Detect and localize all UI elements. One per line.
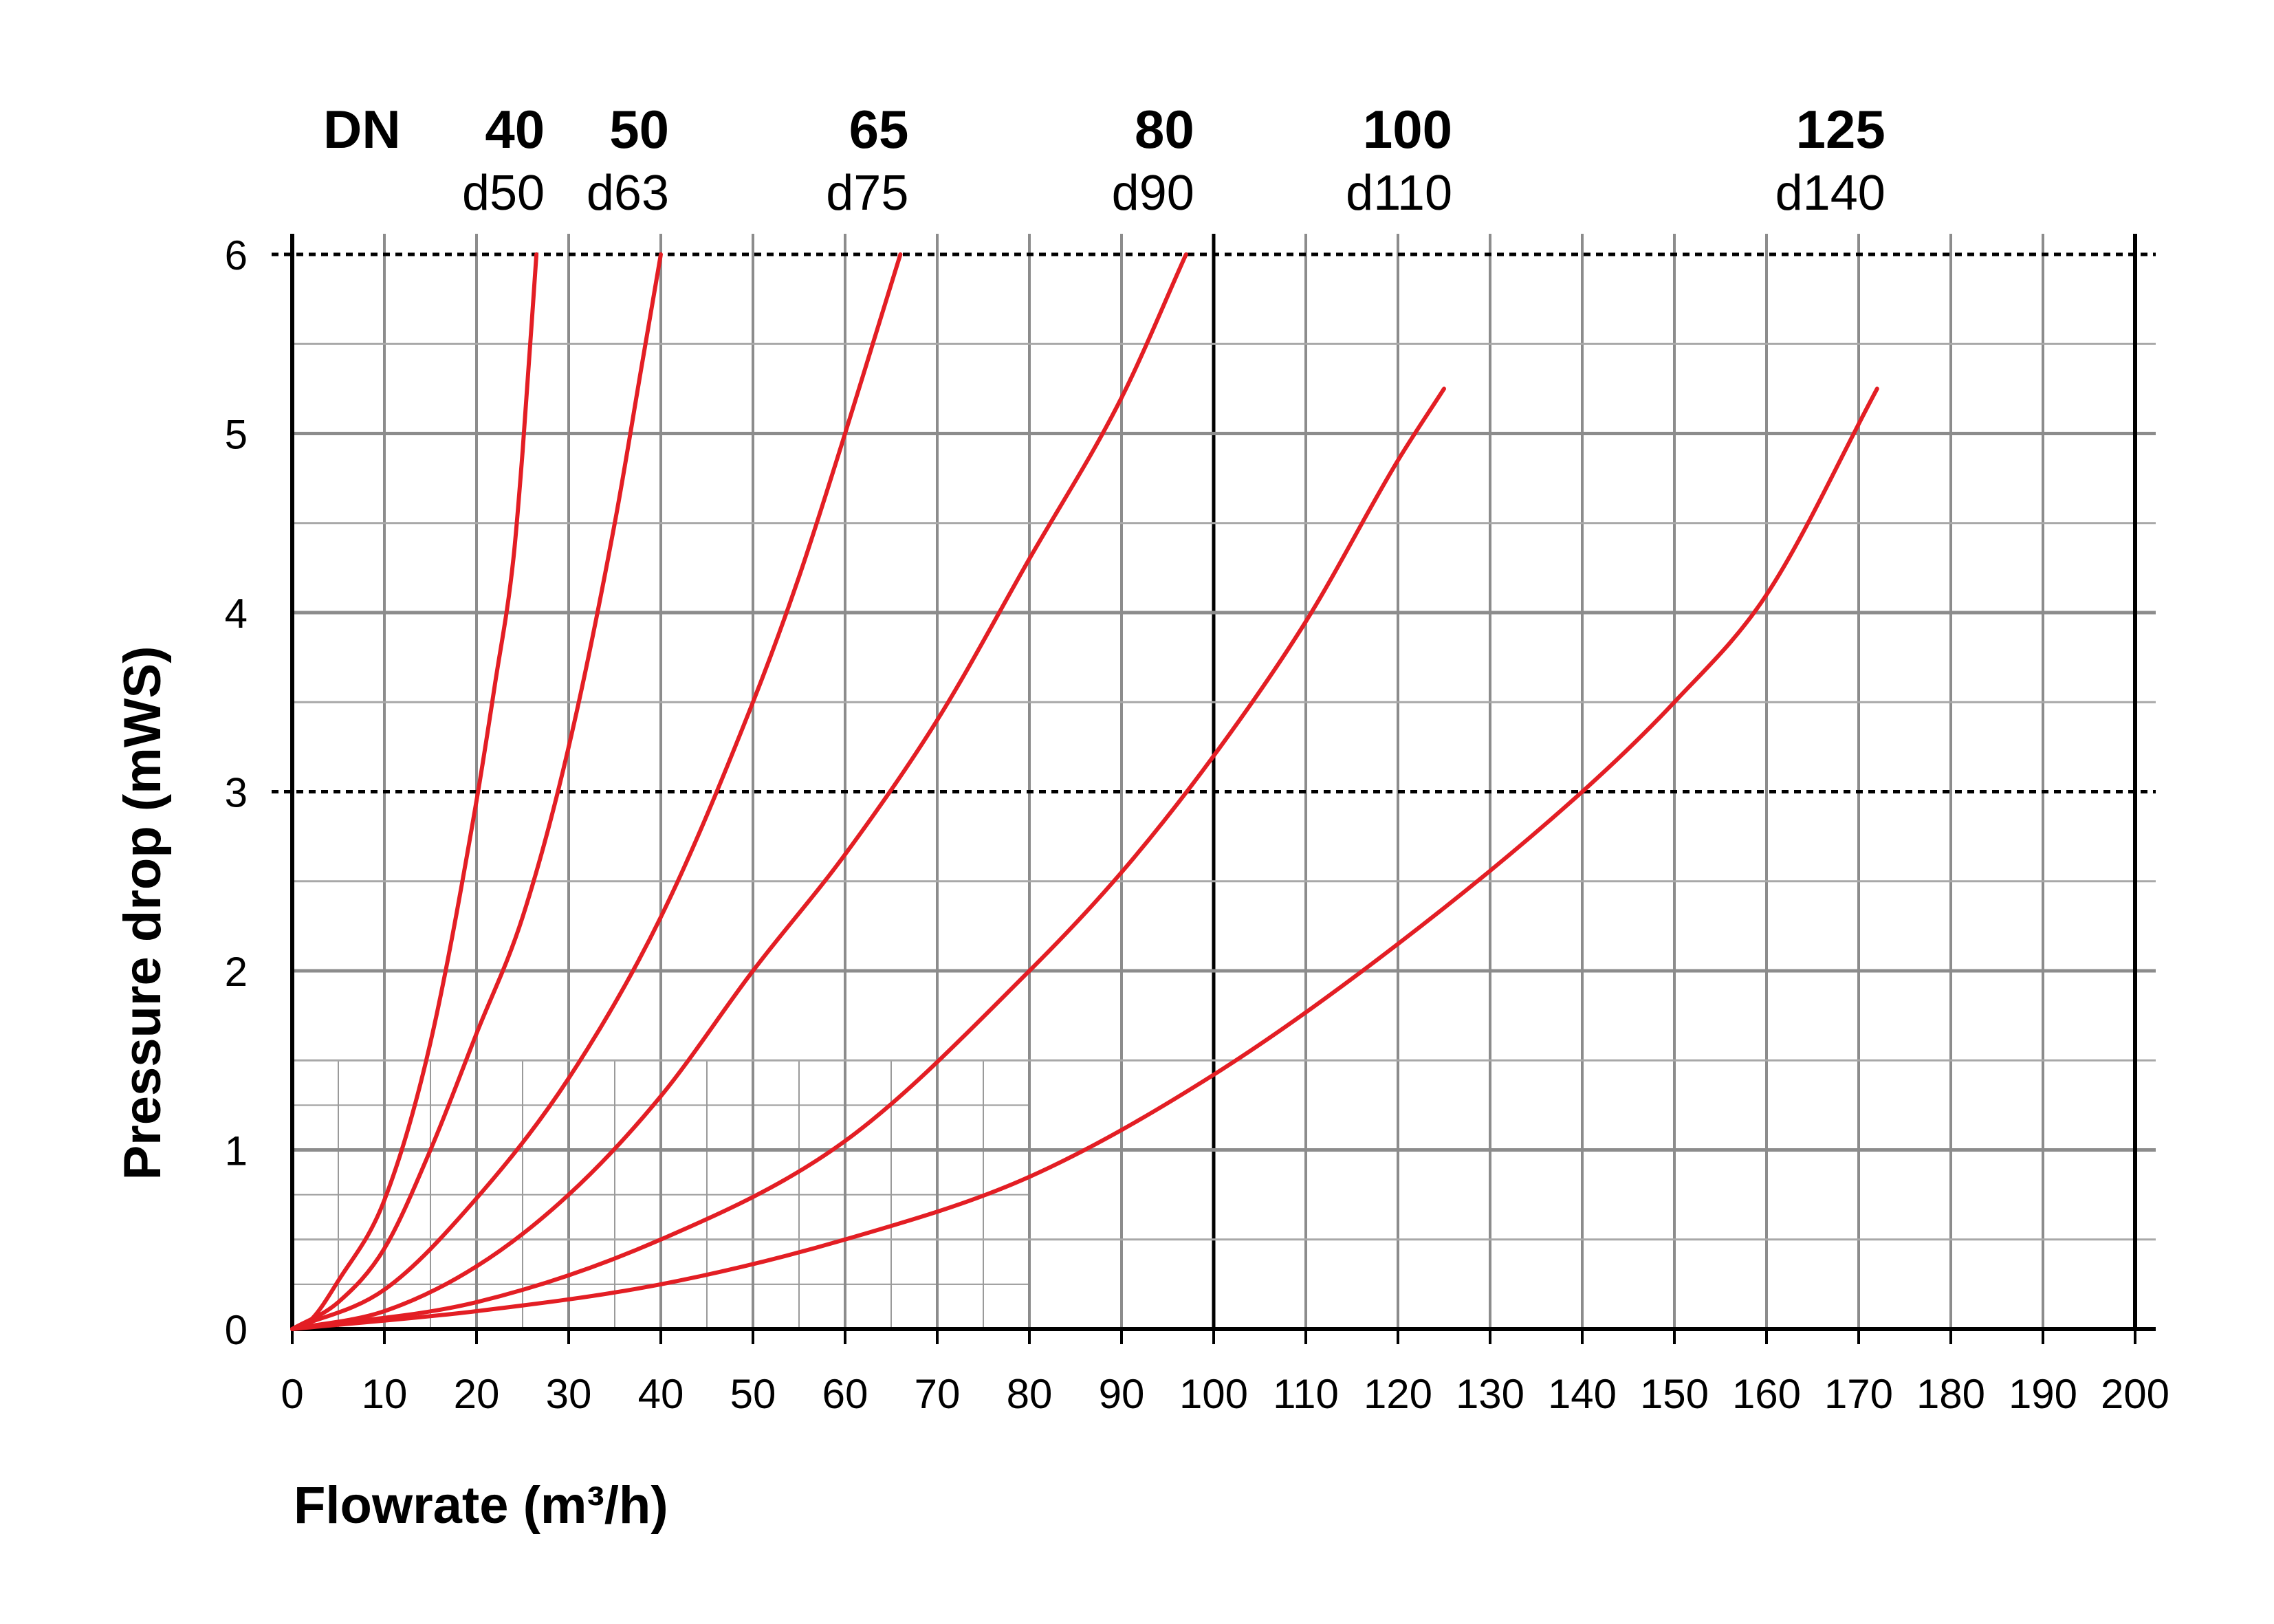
dn-header-label: DN bbox=[323, 99, 401, 160]
x-tick-label: 20 bbox=[454, 1371, 500, 1417]
series-d-label: d140 bbox=[1775, 166, 1885, 221]
x-tick-label: 90 bbox=[1099, 1371, 1145, 1417]
series-lines bbox=[290, 252, 1879, 1331]
series-dn-label: 50 bbox=[609, 99, 669, 160]
y-tick-label: 0 bbox=[225, 1307, 248, 1353]
series-d-label: d90 bbox=[1112, 166, 1194, 221]
x-tick-label: 150 bbox=[1640, 1371, 1709, 1417]
series-line-dn40 bbox=[290, 252, 539, 1331]
y-tick-label: 5 bbox=[225, 412, 248, 458]
x-tick-label: 140 bbox=[1548, 1371, 1617, 1417]
x-tick-label: 100 bbox=[1179, 1371, 1248, 1417]
series-d-label: d50 bbox=[462, 166, 545, 221]
x-tick-label: 50 bbox=[730, 1371, 776, 1417]
series-line-dn50 bbox=[290, 252, 663, 1331]
x-tick-label: 120 bbox=[1364, 1371, 1432, 1417]
series-line-dn100 bbox=[290, 386, 1446, 1331]
y-axis-label: Pressure drop (mWS) bbox=[113, 646, 172, 1180]
series-line-dn80 bbox=[290, 252, 1188, 1331]
series-d-label: d110 bbox=[1346, 166, 1452, 221]
x-tick-label: 110 bbox=[1273, 1371, 1339, 1417]
x-axis-label: Flowrate (m³/h) bbox=[294, 1476, 668, 1535]
series-line-dn65 bbox=[290, 252, 903, 1331]
y-tick-label: 3 bbox=[225, 770, 248, 816]
x-tick-label: 60 bbox=[822, 1371, 868, 1417]
series-dn-label: 40 bbox=[485, 99, 545, 160]
x-tick-label: 70 bbox=[915, 1371, 961, 1417]
series-dn-label: 80 bbox=[1135, 99, 1194, 160]
x-tick-label: 10 bbox=[362, 1371, 408, 1417]
x-tick-label: 170 bbox=[1824, 1371, 1893, 1417]
grid bbox=[272, 234, 2156, 1329]
series-dn-label: 125 bbox=[1796, 99, 1885, 160]
series-header-labels: DN 40 d50 50 d63 65 d75 80 d90 100 d110 125 d140 bbox=[323, 99, 1885, 221]
x-tick-labels: 0 10 20 30 40 50 60 70 80 90 100 110 120 130 140 150 160… bbox=[281, 1371, 2169, 1417]
x-tick-label: 190 bbox=[2009, 1371, 2077, 1417]
x-tick-label: 200 bbox=[2101, 1371, 2169, 1417]
x-tick-label: 130 bbox=[1456, 1371, 1524, 1417]
axes bbox=[290, 234, 2156, 1344]
x-tick-label: 180 bbox=[1916, 1371, 1985, 1417]
series-dn-label: 65 bbox=[849, 99, 909, 160]
series-dn-label: 100 bbox=[1363, 99, 1452, 160]
y-tick-label: 1 bbox=[225, 1128, 248, 1174]
x-tick-label: 160 bbox=[1732, 1371, 1801, 1417]
series-d-label: d75 bbox=[826, 166, 908, 221]
x-tick-label: 40 bbox=[638, 1371, 684, 1417]
y-tick-label: 2 bbox=[225, 949, 248, 995]
series-d-label: d63 bbox=[587, 166, 669, 221]
y-tick-labels: 0 1 2 3 4 5 6 bbox=[225, 232, 248, 1353]
x-tick-label: 30 bbox=[546, 1371, 592, 1417]
series-line-dn125 bbox=[290, 386, 1879, 1331]
x-tick-label: 80 bbox=[1007, 1371, 1053, 1417]
y-tick-label: 4 bbox=[225, 591, 248, 637]
y-tick-label: 6 bbox=[225, 232, 248, 278]
x-tick-label: 0 bbox=[281, 1371, 303, 1417]
